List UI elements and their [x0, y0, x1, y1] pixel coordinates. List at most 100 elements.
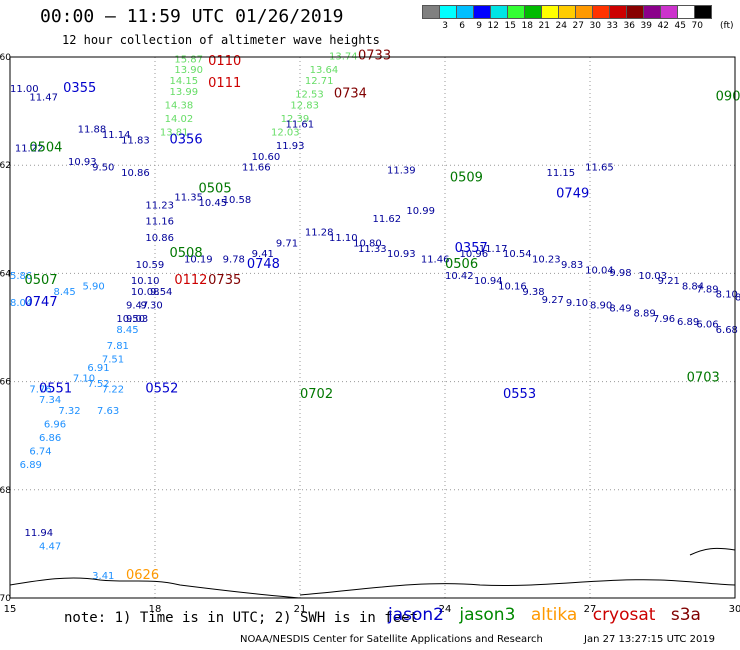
antarctic-coastline-east — [299, 579, 736, 596]
lat-tick-label: -64 — [0, 269, 11, 279]
pass-id-label: 0553 — [503, 387, 536, 402]
sat-cryosat-label: cryosat — [592, 605, 656, 625]
footer-note: note: 1) Time is in UTC; 2) SWH is in fe… — [64, 610, 419, 626]
swh-value: 8.04 — [10, 298, 32, 309]
map-title: 00:00 – 11:59 UTC 01/26/2019 — [40, 6, 344, 27]
swh-value: 10.45 — [199, 198, 228, 209]
swh-value: 5.86 — [10, 271, 32, 282]
pass-id-label: 0504 — [29, 141, 62, 156]
swh-value: 10.19 — [184, 255, 213, 266]
swh-value: 3.41 — [92, 571, 114, 582]
swh-value: 8.49 — [609, 303, 631, 314]
legend-label: 70 — [691, 21, 703, 31]
swh-value: 10.59 — [136, 260, 165, 271]
swh-value: 10.86 — [145, 233, 174, 244]
color-scale-legend: 3 6 9 12 15 18 21 24 27 30 33 36 39 42 45 70 — [422, 5, 712, 31]
swh-value: 7.76 — [29, 384, 51, 395]
pass-id-label: 0747 — [25, 295, 58, 310]
swh-value: 14.38 — [165, 100, 194, 111]
swh-value: 7.52 — [87, 379, 109, 390]
swh-value: 12.03 — [271, 127, 300, 138]
swh-value: 14.02 — [165, 114, 194, 125]
swh-value: 9.10 — [566, 298, 588, 309]
swh-value: 13.90 — [174, 65, 203, 76]
legend-label: 24 — [555, 21, 567, 31]
swh-value: 9.83 — [561, 260, 583, 271]
swh-value: 10.16 — [498, 282, 527, 293]
swh-value: 11.94 — [25, 528, 54, 539]
sat-s3a-label: s3a — [670, 605, 701, 625]
swh-value: 9.54 — [150, 287, 172, 298]
swh-value: 9.03 — [126, 314, 148, 325]
legend-label: 15 — [504, 21, 516, 31]
legend-label: 42 — [657, 21, 669, 31]
swh-value: 9.47 — [126, 301, 148, 312]
swh-value: 9.50 — [92, 163, 114, 174]
swh-value: 11.16 — [145, 217, 174, 228]
legend-label: 18 — [521, 21, 533, 31]
swh-value: 7.32 — [58, 406, 80, 417]
swh-value: 9.71 — [276, 238, 298, 249]
pass-id-label: 0110 — [208, 54, 241, 69]
pass-id-label: 0357 — [455, 241, 488, 256]
pass-id-label: 0506 — [445, 257, 478, 272]
swh-value: 7.63 — [97, 406, 119, 417]
legend-label: 45 — [674, 21, 686, 31]
swh-value: 6.91 — [87, 363, 109, 374]
pass-id-label: 0749 — [556, 187, 589, 202]
lat-tick-label: -66 — [0, 378, 11, 388]
swh-value: 13.64 — [310, 65, 339, 76]
swh-value: 11.65 — [585, 163, 614, 174]
swh-value: 9.41 — [252, 249, 274, 260]
ice-edge-line — [689, 547, 736, 556]
swh-value: 11.00 — [10, 84, 39, 95]
swh-value: 11.46 — [421, 255, 450, 266]
map-ticks: 15 18 21 24 27 30 -60 -62 -64 -66 -68 -70 — [0, 53, 740, 615]
swh-value: 11.22 — [15, 144, 44, 155]
swh-value: 10.23 — [532, 255, 561, 266]
swh-value: 10.93 — [387, 249, 416, 260]
pass-id-label: 0733 — [358, 49, 391, 64]
pass-id-label: 0356 — [170, 133, 203, 148]
pass-id-label: 0735 — [208, 273, 241, 288]
legend-label: 33 — [606, 21, 618, 31]
swh-value: 8.00 — [735, 292, 740, 303]
lon-tick-label: 24 — [439, 604, 452, 615]
swh-value: 7.81 — [107, 341, 129, 352]
swh-value: 11.23 — [145, 200, 174, 211]
credit-line: NOAA/NESDIS Center for Satellite Applica… — [240, 634, 543, 645]
swh-value: 13.81 — [160, 127, 189, 138]
lat-tick-label: -70 — [0, 594, 11, 604]
swh-value: 9.21 — [658, 276, 680, 287]
swh-value: 12.39 — [281, 114, 310, 125]
swh-value: 11.17 — [479, 244, 508, 255]
pass-id-label: 0702 — [300, 387, 333, 402]
legend-label: 6 — [459, 21, 465, 31]
satellite-legend: jason2 jason3 altika cryosat s3a — [388, 605, 711, 625]
swh-value: 8.84 — [682, 282, 704, 293]
swh-value: 11.28 — [305, 228, 334, 239]
swh-value: 10.03 — [638, 271, 667, 282]
swh-value: 7.96 — [653, 314, 675, 325]
swh-value: 11.66 — [242, 163, 271, 174]
swh-value: 6.86 — [39, 433, 61, 444]
swh-value: 9.98 — [609, 268, 631, 279]
swh-value: 10.08 — [131, 287, 160, 298]
swh-value: 11.15 — [547, 168, 576, 179]
legend-label: 3 — [442, 21, 448, 31]
swh-value: 11.35 — [174, 192, 203, 203]
swh-value: 10.54 — [503, 249, 532, 260]
sat-jason3-label: jason3 — [459, 605, 516, 625]
swh-value: 10.42 — [445, 271, 474, 282]
timestamp: Jan 27 13:27:15 UTC 2019 — [584, 634, 716, 645]
antarctic-coastline — [9, 577, 301, 599]
lat-tick-label: -62 — [0, 161, 11, 171]
pass-id-label: 0552 — [145, 381, 178, 396]
legend-swatches — [422, 5, 712, 19]
swh-value: 6.89 — [677, 317, 699, 328]
legend-label: 27 — [572, 21, 584, 31]
swh-value: 11.10 — [329, 233, 358, 244]
pass-id-label: 0901 — [716, 89, 740, 104]
swh-value: 8.45 — [54, 287, 76, 298]
